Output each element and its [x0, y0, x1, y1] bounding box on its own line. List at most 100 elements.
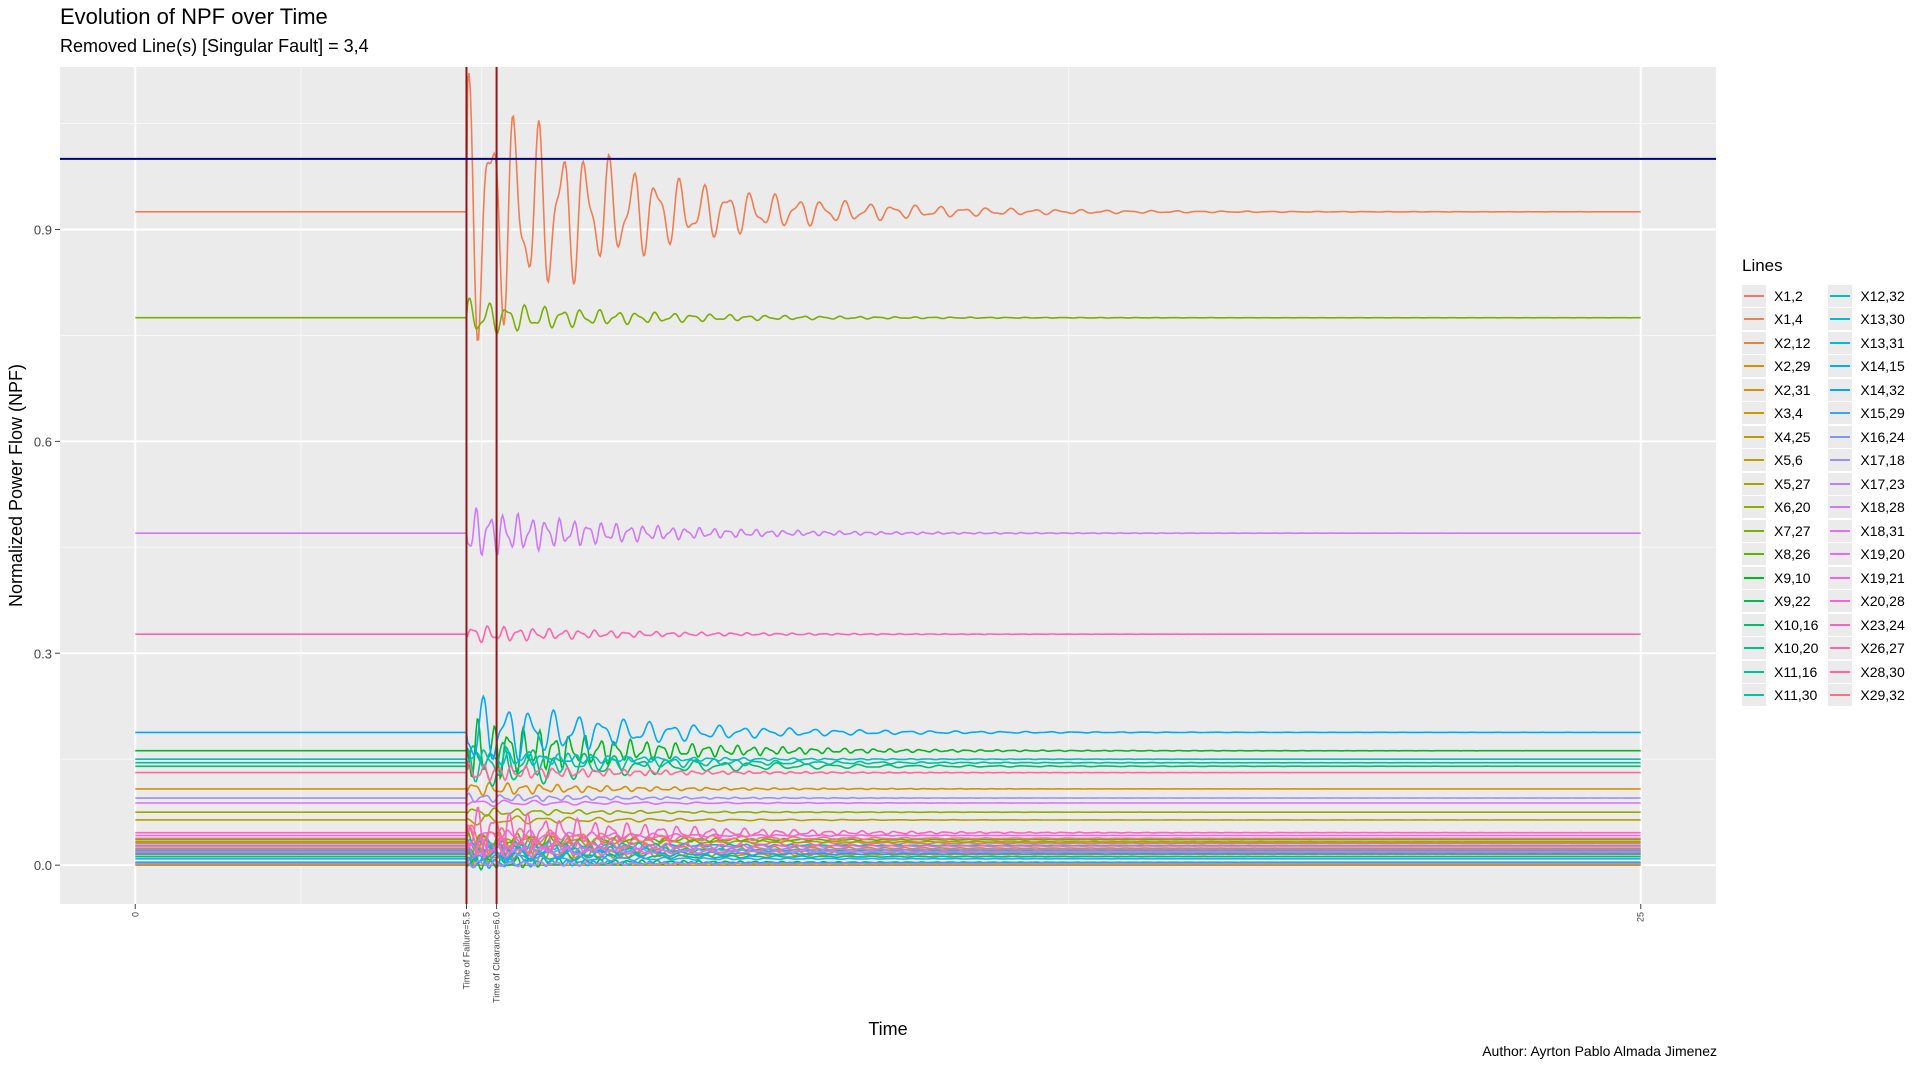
legend-title: Lines	[1742, 256, 1783, 275]
series-line-X18,28	[135, 507, 1641, 557]
legend-label: X29,32	[1860, 687, 1905, 704]
legend-swatch	[1744, 670, 1764, 673]
legend-label: X16,24	[1860, 428, 1905, 445]
legend-label: X7,27	[1774, 522, 1811, 539]
legend-item: X14,15	[1828, 355, 1905, 379]
series-line-X5,27	[135, 833, 1641, 851]
legend-swatch	[1830, 670, 1851, 673]
x-tick-label: Time of Failure=5.5	[461, 912, 471, 989]
legend-label: X13,31	[1860, 334, 1905, 351]
legend-key	[1828, 496, 1853, 519]
legend-column: X12,32 X13,30 X13,31 X14,15 X14,32 X15,29 X16,…	[1828, 284, 1905, 707]
legend-swatch	[1830, 482, 1851, 485]
legend-swatch	[1744, 388, 1764, 391]
legend-swatch	[1830, 341, 1851, 344]
legend: Lines X1,2 X1,4 X2,12 X2,29 X2,31 X3,4 X4,25 X5…	[1742, 256, 1905, 707]
legend-key	[1742, 543, 1766, 566]
legend-item: X9,22	[1742, 590, 1818, 614]
legend-key	[1828, 331, 1853, 354]
legend-key	[1742, 566, 1766, 589]
legend-label: X1,2	[1774, 287, 1803, 304]
legend-label: X19,21	[1860, 569, 1905, 586]
plot-panel	[60, 67, 1716, 904]
legend-label: X11,30	[1774, 687, 1818, 704]
legend-label: X10,20	[1774, 640, 1819, 657]
series-line-X9,10	[135, 718, 1641, 781]
legend-swatch	[1830, 459, 1851, 462]
x-tick-label: Time of Clearance=6.0	[492, 912, 502, 1003]
legend-label: X1,4	[1774, 311, 1803, 328]
series-line-X2,31	[135, 781, 1641, 797]
legend-key	[1828, 543, 1853, 566]
legend-item: X15,29	[1828, 402, 1905, 426]
legend-label: X5,6	[1774, 452, 1803, 469]
axes: 0.0 0.3 0.6 0.9 0 Time of Failure=5.5 Time of …	[6, 222, 1646, 1039]
legend-key	[1828, 472, 1853, 495]
legend-label: X17,23	[1860, 475, 1905, 492]
legend-swatch	[1830, 506, 1851, 509]
series-line-X23,24	[135, 806, 1641, 861]
series-line-X10,20	[135, 847, 1641, 864]
legend-label: X8,26	[1774, 546, 1811, 563]
y-tick-label: 0.6	[34, 434, 52, 449]
legend-item: X8,26	[1742, 543, 1818, 567]
legend-item: X11,16	[1742, 660, 1818, 684]
legend-item: X3,4	[1742, 402, 1818, 426]
legend-item: X13,30	[1828, 308, 1905, 332]
legend-key	[1742, 637, 1766, 660]
legend-item: X17,18	[1828, 449, 1905, 473]
legend-item: X2,12	[1742, 331, 1818, 355]
legend-swatch	[1744, 435, 1764, 438]
legend-swatch	[1830, 318, 1851, 321]
legend-swatch	[1830, 600, 1851, 603]
legend-label: X9,22	[1774, 593, 1811, 610]
legend-key	[1828, 355, 1853, 378]
series-line-X28,30	[135, 761, 1641, 782]
legend-item: X5,6	[1742, 449, 1818, 473]
series-line-X19,20	[135, 843, 1641, 858]
y-tick-label: 0.9	[34, 222, 52, 237]
legend-label: X17,18	[1860, 452, 1905, 469]
series-line-X10,16	[135, 741, 1641, 787]
legend-item: X28,30	[1828, 660, 1905, 684]
series-line-X26,27	[135, 625, 1641, 644]
legend-label: X18,31	[1860, 522, 1905, 539]
legend-key	[1828, 402, 1853, 425]
legend-swatch	[1830, 623, 1851, 626]
legend-label: X4,25	[1774, 428, 1811, 445]
x-axis-title: Time	[868, 1019, 907, 1039]
legend-key	[1742, 519, 1766, 542]
legend-item: X1,2	[1742, 284, 1818, 308]
legend-swatch	[1744, 576, 1764, 579]
legend-item: X13,31	[1828, 331, 1905, 355]
legend-item: X17,23	[1828, 472, 1905, 496]
legend-swatch	[1744, 459, 1764, 462]
series-line-X2,29	[135, 834, 1641, 862]
legend-key	[1742, 590, 1766, 613]
legend-swatch	[1830, 647, 1851, 650]
legend-label: X6,20	[1774, 499, 1811, 516]
legend-swatch	[1744, 694, 1764, 697]
legend-item: X4,25	[1742, 425, 1818, 449]
legend-item: X5,27	[1742, 472, 1818, 496]
series-line-X5,6	[135, 813, 1641, 826]
legend-swatch	[1830, 553, 1851, 556]
series-line-X18,31	[135, 799, 1641, 808]
legend-swatch	[1744, 506, 1764, 509]
series-line-X11,16	[135, 746, 1641, 783]
legend-swatch	[1830, 365, 1851, 368]
author-caption: Author: Ayrton Pablo Almada Jimenez	[1482, 1043, 1717, 1059]
legend-key	[1742, 355, 1766, 378]
chart-title: Evolution of NPF over Time	[60, 4, 328, 29]
series-line-X7,27	[135, 297, 1641, 335]
series-line-X8,26	[135, 829, 1641, 851]
legend-key	[1742, 660, 1766, 683]
legend-item: X26,27	[1828, 637, 1905, 661]
legend-key	[1828, 378, 1853, 401]
legend-item: X10,16	[1742, 613, 1818, 637]
legend-item: X20,28	[1828, 590, 1905, 614]
legend-label: X2,29	[1774, 358, 1811, 375]
legend-swatch	[1744, 482, 1764, 485]
legend-item: X16,24	[1828, 425, 1905, 449]
